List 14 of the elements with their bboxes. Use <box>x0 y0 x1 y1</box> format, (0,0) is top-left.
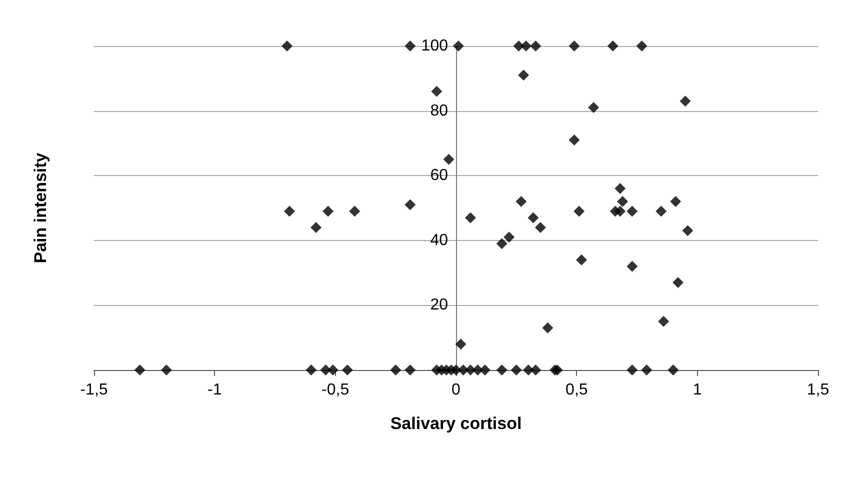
x-tick-label: 0,5 <box>566 382 588 398</box>
y-tick-label: 60 <box>430 167 448 184</box>
y-tick-label: 20 <box>430 296 448 314</box>
y-tick-label: 80 <box>430 102 448 120</box>
x-tick-label: -1 <box>208 382 222 398</box>
x-tick-label: 1,5 <box>806 382 830 398</box>
x-tick-label: 0 <box>452 382 461 398</box>
x-tick-label: -1,5 <box>80 382 108 398</box>
y-axis-title: Pain intensity <box>31 152 50 264</box>
y-tick-label: 40 <box>430 232 448 249</box>
x-tick-label: -0,5 <box>322 382 350 398</box>
x-axis-title: Salivary cortisol <box>390 414 522 433</box>
x-tick-label: 1 <box>692 382 702 398</box>
y-tick-label: 100 <box>421 38 448 54</box>
